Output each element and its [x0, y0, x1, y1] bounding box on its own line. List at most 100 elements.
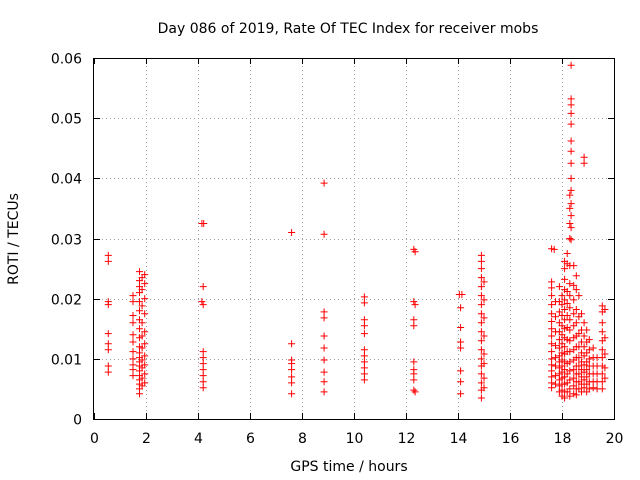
data-point	[457, 324, 465, 332]
x-tick-label: 18	[554, 431, 572, 447]
data-point	[566, 392, 574, 400]
data-point	[136, 268, 143, 276]
data-point	[583, 326, 591, 334]
data-point	[567, 137, 575, 145]
data-point	[480, 332, 488, 340]
y-tick-label: 0.02	[51, 293, 82, 309]
data-point	[566, 376, 574, 384]
data-point	[320, 332, 328, 340]
data-point	[601, 364, 609, 372]
data-point	[567, 186, 575, 194]
data-point	[320, 368, 328, 376]
y-tick-label: 0.05	[51, 112, 82, 128]
data-point	[566, 385, 574, 393]
data-point	[141, 280, 149, 288]
data-point	[563, 250, 571, 258]
data-point	[567, 109, 575, 117]
data-point	[480, 314, 488, 322]
data-point	[199, 348, 207, 356]
data-point	[410, 322, 418, 330]
data-point	[598, 346, 606, 354]
data-point	[320, 179, 328, 187]
data-point	[598, 354, 606, 362]
data-point	[580, 153, 588, 161]
data-point	[141, 328, 149, 336]
data-point	[548, 384, 556, 392]
data-point	[552, 372, 559, 380]
data-point	[566, 348, 574, 356]
data-point	[566, 358, 574, 366]
data-point	[360, 352, 368, 360]
data-point	[288, 373, 296, 381]
data-points	[104, 61, 609, 402]
data-point	[552, 362, 559, 370]
data-point	[558, 362, 566, 370]
data-point	[104, 368, 112, 376]
data-point	[104, 251, 112, 259]
data-point	[477, 274, 485, 282]
data-point	[288, 366, 296, 374]
data-point	[141, 295, 149, 303]
data-point	[563, 287, 571, 295]
data-point	[477, 319, 485, 327]
data-point	[583, 366, 591, 374]
axis-ticks: 0 2 4 6 8 10 12 14 16 18 20 0 0.01 0.02 0.03 0.04 0.05 0.…	[51, 52, 624, 448]
data-point	[360, 322, 368, 330]
data-point	[570, 374, 578, 382]
data-point	[141, 271, 149, 279]
y-tick-label: 0.06	[51, 52, 82, 68]
data-point	[575, 354, 583, 362]
y-axis-title: ROTI / TECUs	[6, 193, 22, 285]
data-point	[580, 384, 588, 392]
data-point	[136, 298, 143, 306]
data-point	[567, 236, 575, 244]
data-point	[477, 292, 485, 300]
data-point	[104, 257, 112, 265]
data-point	[561, 343, 569, 351]
data-point	[199, 354, 207, 362]
data-point	[477, 251, 485, 259]
data-point	[457, 338, 465, 346]
x-tick-label: 8	[298, 431, 307, 447]
data-point	[320, 230, 328, 238]
data-point	[104, 330, 112, 338]
data-point	[598, 370, 606, 378]
data-point	[567, 61, 575, 69]
data-point	[129, 355, 137, 363]
data-point	[138, 356, 146, 364]
data-point	[477, 394, 485, 402]
data-point	[578, 310, 585, 318]
data-point	[561, 366, 569, 374]
data-point	[570, 296, 578, 304]
data-point	[566, 235, 574, 242]
data-point	[360, 376, 368, 384]
data-point	[477, 310, 485, 318]
data-point	[570, 281, 578, 289]
x-tick-label: 2	[142, 431, 151, 447]
data-point	[548, 325, 556, 333]
data-point	[360, 316, 368, 324]
data-point	[477, 379, 485, 387]
data-point	[480, 278, 488, 286]
data-point	[199, 372, 207, 380]
data-point	[601, 350, 609, 358]
data-point	[199, 301, 207, 309]
data-point	[552, 342, 559, 350]
data-point	[566, 191, 574, 199]
data-point	[458, 290, 466, 298]
x-tick-label: 6	[246, 431, 255, 447]
data-point	[572, 391, 580, 399]
data-point	[555, 344, 563, 352]
data-point	[561, 275, 569, 283]
data-point	[129, 372, 137, 380]
x-tick-label: 20	[606, 431, 624, 447]
data-point	[199, 283, 207, 291]
data-point	[601, 374, 609, 382]
data-point	[288, 340, 296, 348]
data-point	[570, 310, 578, 318]
data-point	[477, 265, 485, 273]
data-point	[104, 346, 112, 354]
x-tick-label: 10	[346, 431, 364, 447]
data-point	[288, 390, 296, 398]
